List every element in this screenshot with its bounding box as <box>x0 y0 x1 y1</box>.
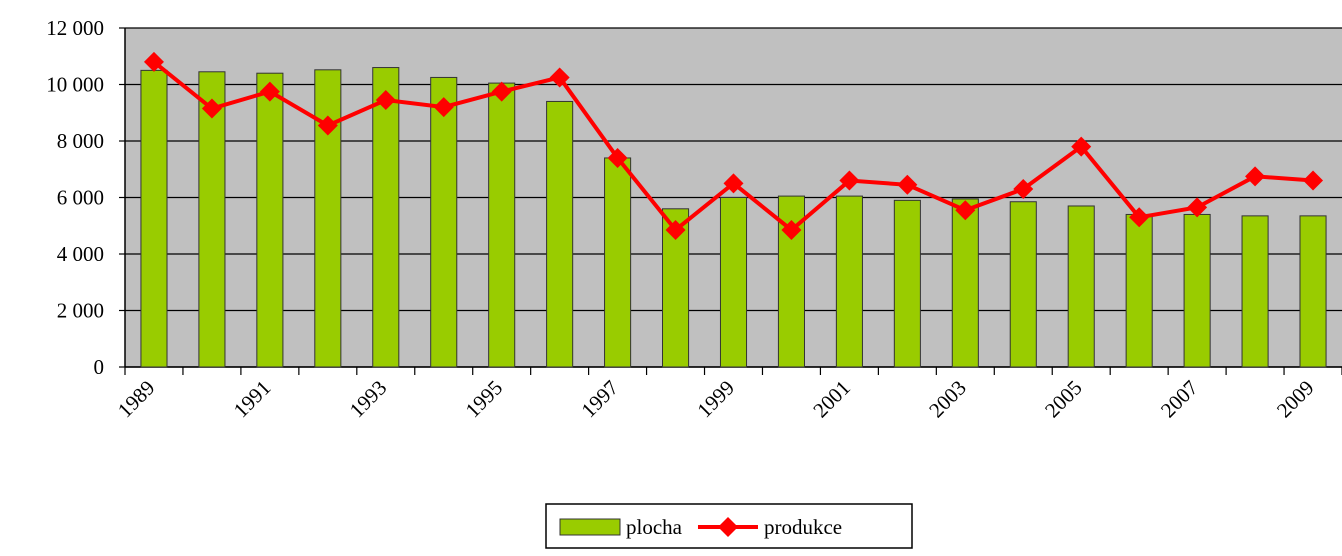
y-tick-label: 4 000 <box>57 242 104 266</box>
marker <box>897 174 918 195</box>
marker <box>1071 136 1092 157</box>
marker <box>491 81 512 102</box>
marker <box>259 81 280 102</box>
x-tick-label: 2007 <box>1156 376 1203 423</box>
marker <box>143 51 164 72</box>
marker <box>839 170 860 191</box>
marker <box>549 67 570 88</box>
x-tick-label: 1989 <box>113 376 160 423</box>
bar <box>604 157 632 368</box>
bar <box>488 82 516 368</box>
bar <box>1241 215 1269 368</box>
bar <box>546 100 574 368</box>
x-tick-label: 2003 <box>924 376 971 423</box>
y-tick-label: 0 <box>94 355 105 379</box>
marker <box>1129 207 1150 228</box>
bar <box>719 197 748 368</box>
bar <box>951 198 979 368</box>
bar <box>1125 213 1153 368</box>
bar <box>140 69 168 368</box>
marker <box>955 200 976 221</box>
marker <box>1303 170 1324 191</box>
bar <box>314 69 342 368</box>
bar <box>1183 213 1211 368</box>
bar <box>1009 201 1037 368</box>
y-tick-label: 12 000 <box>46 16 104 40</box>
marker <box>317 115 338 136</box>
marker <box>665 219 686 240</box>
bar <box>256 72 284 368</box>
marker <box>1187 197 1208 218</box>
legend-label: plocha <box>626 515 683 539</box>
marker <box>781 219 802 240</box>
bar <box>198 71 226 368</box>
x-tick-label: 1999 <box>692 376 739 423</box>
y-tick-label: 6 000 <box>57 186 104 210</box>
marker <box>433 97 454 118</box>
y-tick-label: 2 000 <box>57 299 104 323</box>
x-tick-label: 2001 <box>808 376 855 423</box>
bar <box>430 76 458 368</box>
legend-swatch <box>559 518 621 536</box>
bar <box>372 67 400 368</box>
bar <box>893 199 921 368</box>
marker <box>1245 166 1266 187</box>
x-tick-label: 1995 <box>461 376 508 423</box>
x-tick-label: 2009 <box>1272 376 1319 423</box>
marker <box>375 90 396 111</box>
bar <box>1067 205 1095 368</box>
marker <box>1013 179 1034 200</box>
x-tick-label: 2005 <box>1040 376 1087 423</box>
marker <box>723 173 744 194</box>
legend-marker <box>717 517 738 537</box>
marker <box>201 98 222 119</box>
x-tick-label: 1991 <box>229 376 276 423</box>
legend-label: produkce <box>764 515 842 539</box>
bar <box>1299 215 1327 368</box>
bar <box>835 195 863 368</box>
y-tick-label: 10 000 <box>46 73 104 97</box>
x-tick-label: 1993 <box>345 376 392 423</box>
x-tick-label: 1997 <box>576 376 623 423</box>
marker <box>607 147 628 168</box>
y-tick-label: 8 000 <box>57 129 104 153</box>
